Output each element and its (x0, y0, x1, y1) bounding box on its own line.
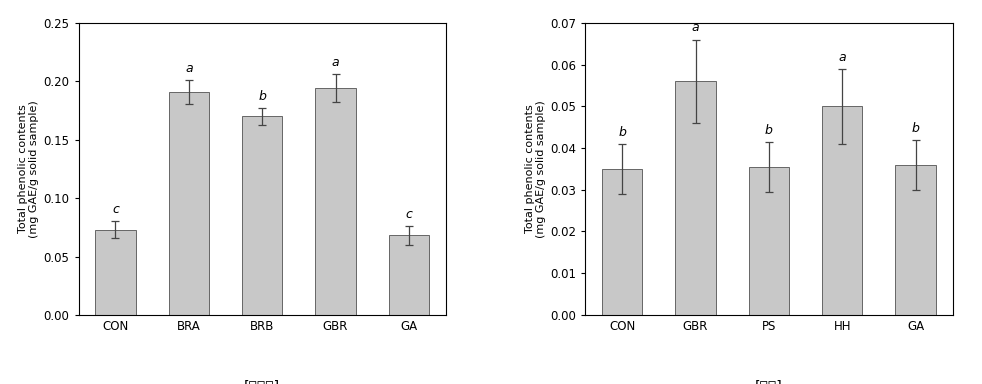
Bar (389, 235, 429, 315)
Bar (169, 92, 209, 315)
Bar (315, 88, 355, 315)
Bar (822, 106, 862, 315)
Bar (896, 165, 936, 315)
Text: b: b (911, 121, 919, 134)
Text: a: a (332, 56, 340, 69)
Bar (748, 167, 790, 315)
Bar (676, 81, 716, 315)
Bar (95, 230, 136, 315)
Y-axis label: Total phenolic contents
(mg GAE/g solid sample): Total phenolic contents (mg GAE/g solid … (18, 100, 39, 238)
Text: a: a (839, 51, 846, 64)
Text: a: a (185, 62, 192, 75)
Text: [쌍국수]: [쌍국수] (245, 379, 280, 384)
Text: c: c (112, 203, 119, 216)
Text: a: a (691, 22, 699, 35)
Text: c: c (406, 208, 412, 221)
Text: b: b (619, 126, 627, 139)
Text: [쌍떡]: [쌍떡] (755, 379, 783, 384)
Y-axis label: Total phenolic contents
(mg GAE/g solid sample): Total phenolic contents (mg GAE/g solid … (524, 100, 546, 238)
Text: b: b (258, 90, 266, 103)
Text: b: b (765, 124, 773, 137)
Bar (242, 116, 283, 315)
Bar (602, 169, 642, 315)
